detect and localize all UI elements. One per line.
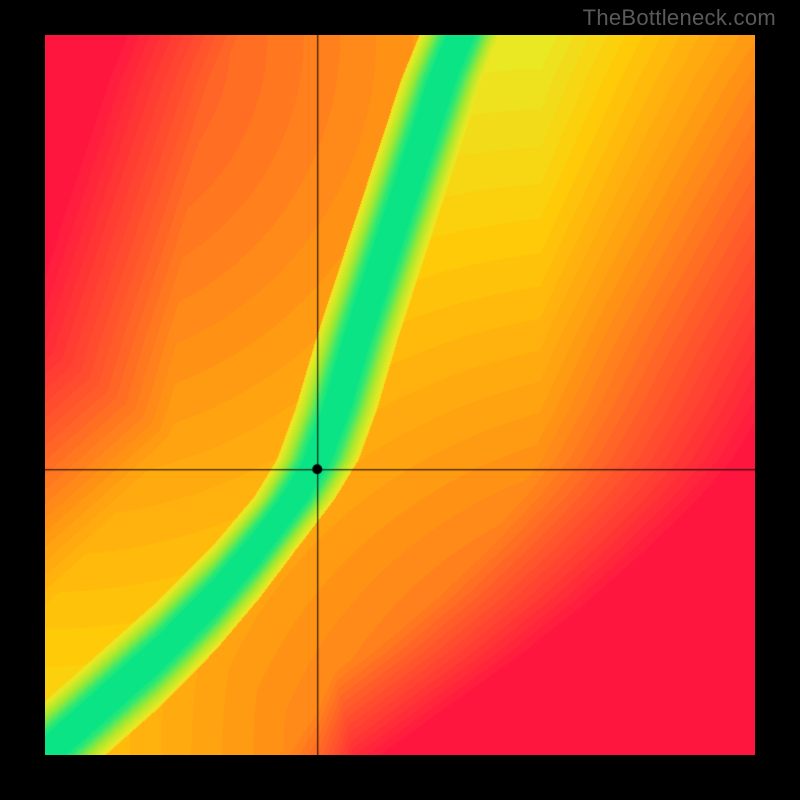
bottleneck-heatmap [45, 35, 755, 755]
watermark-text: TheBottleneck.com [583, 5, 776, 31]
chart-container: { "watermark": { "text": "TheBottleneck.… [0, 0, 800, 800]
